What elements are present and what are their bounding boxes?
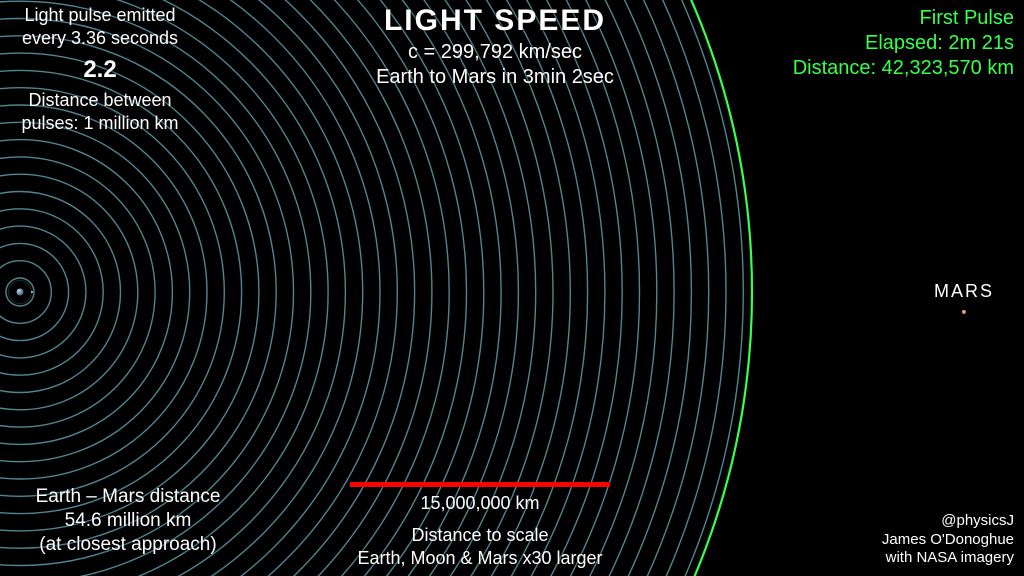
pulse-info-line2: every 3.36 seconds xyxy=(0,27,200,50)
first-pulse-block: First Pulse Elapsed: 2m 21s Distance: 42… xyxy=(744,6,1014,81)
em-line3: (at closest approach) xyxy=(8,533,248,557)
scale-note-block: Distance to scale Earth, Moon & Mars x30… xyxy=(320,524,640,569)
scale-label: 15,000,000 km xyxy=(350,492,610,515)
earth-mars-distance-block: Earth – Mars distance 54.6 million km (a… xyxy=(8,485,248,556)
first-pulse-heading: First Pulse xyxy=(744,6,1014,31)
scale-bar xyxy=(350,482,610,487)
title: LIGHT SPEED xyxy=(260,2,730,40)
distance-label: Distance: xyxy=(793,57,882,79)
pulse-info-line3: Distance between xyxy=(0,89,200,112)
elapsed-label: Elapsed: xyxy=(865,32,948,54)
moon-dot xyxy=(31,291,33,293)
title-block: LIGHT SPEED c = 299,792 km/sec Earth to … xyxy=(260,2,730,90)
mars-label: MARS xyxy=(924,280,1004,303)
credit-line3: with NASA imagery xyxy=(794,549,1014,568)
first-pulse-elapsed: Elapsed: 2m 21s xyxy=(744,31,1014,56)
pulse-info-block: Light pulse emitted every 3.36 seconds 2… xyxy=(0,4,200,134)
stage: { "layout": { "width_px": 1024, "height_… xyxy=(0,0,1024,576)
subtitle-time: Earth to Mars in 3min 2sec xyxy=(260,65,730,90)
credit-block: @physicsJ James O'Donoghue with NASA ima… xyxy=(794,512,1014,568)
mars-dot xyxy=(962,310,966,314)
earth-dot xyxy=(17,289,24,296)
credit-line2: James O'Donoghue xyxy=(794,531,1014,550)
scale-note2: Earth, Moon & Mars x30 larger xyxy=(320,547,640,570)
distance-value: 42,323,570 km xyxy=(882,57,1014,79)
first-pulse-distance: Distance: 42,323,570 km xyxy=(744,56,1014,81)
pulse-info-line1: Light pulse emitted xyxy=(0,4,200,27)
em-line1: Earth – Mars distance xyxy=(8,485,248,509)
pulse-info-line4: pulses: 1 million km xyxy=(0,112,200,135)
em-line2: 54.6 million km xyxy=(8,509,248,533)
credit-line1: @physicsJ xyxy=(794,512,1014,531)
pulse-counter: 2.2 xyxy=(0,55,200,85)
subtitle-c: c = 299,792 km/sec xyxy=(260,40,730,65)
scale-note1: Distance to scale xyxy=(320,524,640,547)
elapsed-value: 2m 21s xyxy=(948,32,1014,54)
